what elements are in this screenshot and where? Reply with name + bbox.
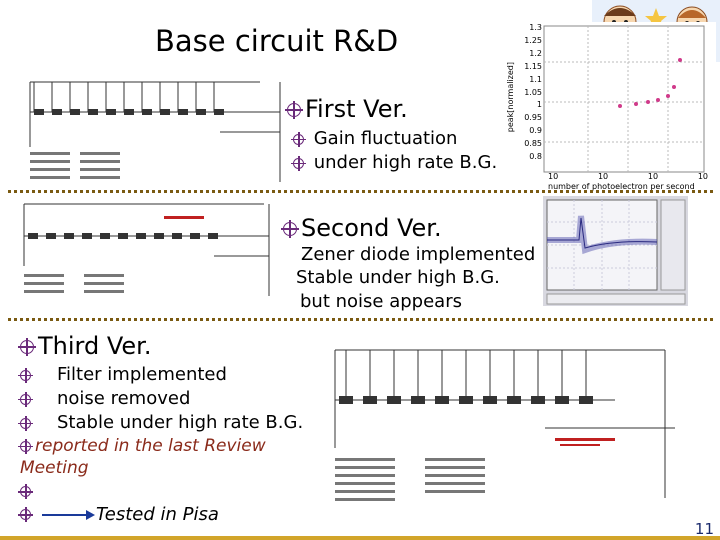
scope-plot	[543, 196, 688, 306]
bullet-icon	[18, 484, 33, 499]
section-divider	[8, 318, 713, 321]
second-line-1: Zener diode implemented	[301, 244, 536, 265]
first-heading: First Ver.	[285, 95, 408, 123]
bullet-icon	[18, 438, 33, 454]
first-schematic	[20, 72, 290, 187]
bullet-icon	[291, 155, 306, 171]
page-title: Base circuit R&D	[155, 24, 399, 58]
arrow-right-icon	[42, 509, 96, 520]
second-line-2: Stable under high B.G.	[296, 267, 500, 288]
third-item-2: noise removed	[18, 388, 190, 409]
bullet-icon	[18, 338, 36, 356]
bullet-icon	[18, 367, 33, 383]
third-schematic	[325, 338, 695, 528]
empty-bullet	[18, 481, 35, 500]
page-number: 11	[694, 520, 714, 538]
third-item-1: Filter implemented	[18, 364, 227, 385]
third-item-3: Stable under high rate B.G.	[18, 412, 303, 433]
first-item-1: Gain fluctuation	[291, 128, 457, 149]
first-plot-ylabel: peak[normalized]	[506, 62, 515, 133]
first-plot: peak[normalized] 1.3 1.25 1.2 1.15 1.1 1.05 …	[506, 22, 716, 192]
tested-label: Tested in Pisa	[96, 504, 219, 525]
bullet-icon	[18, 391, 33, 407]
second-schematic	[14, 196, 284, 308]
third-heading: Third Ver.	[18, 332, 151, 360]
bullet-icon	[281, 220, 299, 238]
second-heading: Second Ver.	[281, 214, 442, 242]
bullet-icon	[285, 101, 303, 119]
first-plot-xticks: 10 10 10 10	[548, 172, 708, 181]
bullet-icon	[18, 415, 33, 431]
first-item-2: under high rate B.G.	[291, 152, 497, 173]
review-note: reported in the last Review Meeting	[18, 436, 266, 478]
bullet-icon	[291, 131, 306, 147]
second-line-3: but noise appears	[300, 291, 462, 312]
first-plot-yticks: 1.3 1.25 1.2 1.15 1.1 1.05 1 0.95 0.9 0.85 0.8	[524, 23, 542, 162]
bottom-bar	[0, 536, 720, 540]
tested-row	[18, 504, 96, 523]
section-divider	[8, 190, 713, 193]
first-plot-xlabel: number of photoelectron per second	[548, 182, 695, 191]
bullet-icon	[18, 507, 33, 522]
